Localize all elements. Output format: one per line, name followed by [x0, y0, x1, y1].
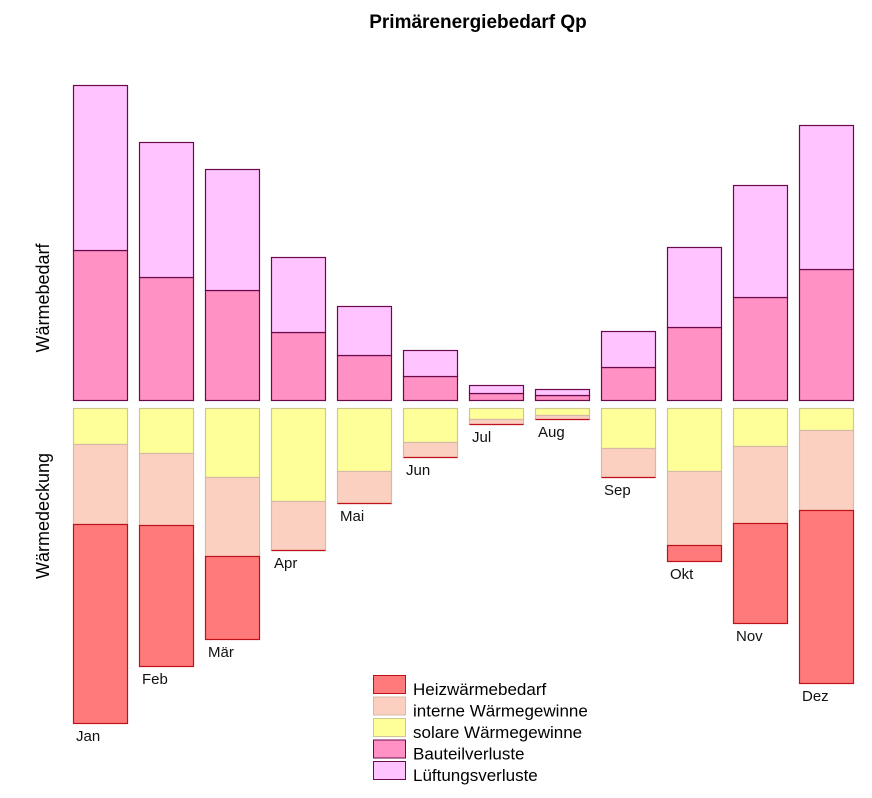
legend-swatch-heizwaermebedarf [373, 675, 406, 694]
bar-heizwaermebedarf-maer [204, 555, 261, 641]
bar-bauteilverluste-maer [204, 289, 261, 402]
bar-bauteilverluste-jul [468, 392, 525, 402]
bar-lueftungsverluste-apr [270, 256, 327, 334]
bar-heizwaermebedarf-dez [798, 509, 855, 685]
bar-lueftungsverluste-jan [72, 84, 129, 252]
bar-solare-waermegewinne-jan [72, 407, 129, 446]
bar-heizwaermebedarf-okt [666, 544, 723, 563]
x-tick-label: Okt [670, 566, 694, 583]
bar-heizwaermebedarf-jan [72, 523, 129, 725]
bar-bauteilverluste-nov [732, 296, 789, 402]
legend: Heizwärmebedarf interne Wärmegewinne solar… [373, 675, 588, 785]
bar-lueftungsverluste-nov [732, 184, 789, 299]
legend-swatch-lueftungsverluste [373, 761, 406, 780]
bars-group [72, 84, 855, 725]
bar-solare-waermegewinne-maer [204, 407, 261, 479]
bar-solare-waermegewinne-aug [534, 407, 591, 417]
x-tick-label: Apr [274, 555, 297, 572]
y-label-upper: Wärmebedarf [33, 242, 53, 352]
bar-lueftungsverluste-aug [534, 388, 591, 397]
legend-label-heizwaermebedarf: Heizwärmebedarf [413, 680, 546, 699]
x-tick-label: Jan [76, 728, 100, 745]
bar-solare-waermegewinne-jul [468, 407, 525, 421]
y-label-lower: Wärmedeckung [33, 453, 53, 579]
month-labels: Jan Feb Mär Apr Mai Jun Jul Aug Sep Okt Nov Dez [76, 424, 829, 745]
legend-swatch-solare-waermegewinne [373, 718, 406, 737]
bar-lueftungsverluste-jul [468, 384, 525, 395]
bar-interne-waermegewinne-dez [798, 429, 855, 512]
x-tick-label: Mai [340, 508, 364, 525]
bar-solare-waermegewinne-feb [138, 407, 195, 455]
bar-solare-waermegewinne-nov [732, 407, 789, 448]
bar-lueftungsverluste-okt [666, 246, 723, 329]
bar-lueftungsverluste-maer [204, 168, 261, 292]
legend-label-solare-waermegewinne: solare Wärmegewinne [413, 723, 582, 742]
bar-bauteilverluste-jan [72, 249, 129, 402]
legend-swatch-bauteilverluste [373, 739, 406, 759]
bar-bauteilverluste-mai [336, 354, 393, 402]
bar-heizwaermebedarf-feb [138, 524, 195, 668]
bar-bauteilverluste-apr [270, 331, 327, 402]
x-tick-label: Dez [802, 688, 829, 705]
bar-lueftungsverluste-dez [798, 124, 855, 271]
bar-solare-waermegewinne-sep [600, 407, 657, 450]
bar-interne-waermegewinne-jul [468, 418, 525, 426]
x-tick-label: Mär [208, 644, 234, 661]
legend-label-lueftungsverluste: Lüftungsverluste [413, 766, 538, 785]
x-tick-label: Aug [538, 424, 565, 441]
x-tick-label: Jul [472, 429, 491, 446]
bar-lueftungsverluste-feb [138, 141, 195, 279]
bar-interne-waermegewinne-sep [600, 447, 657, 479]
bar-bauteilverluste-feb [138, 276, 195, 402]
bar-solare-waermegewinne-jun [402, 407, 459, 444]
legend-label-interne-waermegewinne: interne Wärmegewinne [413, 702, 588, 721]
bar-lueftungsverluste-jun [402, 349, 459, 378]
bar-bauteilverluste-jun [402, 375, 459, 402]
bar-solare-waermegewinne-okt [666, 407, 723, 473]
x-tick-label: Feb [142, 671, 168, 688]
bar-lueftungsverluste-sep [600, 330, 657, 369]
x-tick-label: Nov [736, 628, 763, 645]
bar-heizwaermebedarf-nov [732, 522, 789, 625]
bar-lueftungsverluste-mai [336, 305, 393, 357]
legend-label-bauteilverluste: Bauteilverluste [413, 745, 525, 764]
bar-interne-waermegewinne-nov [732, 445, 789, 525]
bar-solare-waermegewinne-apr [270, 407, 327, 503]
bar-solare-waermegewinne-dez [798, 407, 855, 432]
bar-bauteilverluste-okt [666, 326, 723, 402]
bar-interne-waermegewinne-okt [666, 470, 723, 547]
bar-bauteilverluste-dez [798, 268, 855, 402]
bar-interne-waermegewinne-feb [138, 452, 195, 527]
bar-interne-waermegewinne-maer [204, 476, 261, 558]
bar-bauteilverluste-sep [600, 366, 657, 402]
bar-interne-waermegewinne-jan [72, 443, 129, 526]
chart-title: Primärenergiebedarf Qp [369, 12, 587, 33]
x-tick-label: Jun [406, 462, 430, 479]
bar-interne-waermegewinne-apr [270, 500, 327, 552]
legend-swatch-interne-waermegewinne [373, 696, 406, 716]
bar-solare-waermegewinne-mai [336, 407, 393, 473]
x-tick-label: Sep [604, 482, 631, 499]
bar-interne-waermegewinne-jun [402, 441, 459, 459]
bar-bauteilverluste-aug [534, 394, 591, 402]
bar-interne-waermegewinne-mai [336, 470, 393, 505]
